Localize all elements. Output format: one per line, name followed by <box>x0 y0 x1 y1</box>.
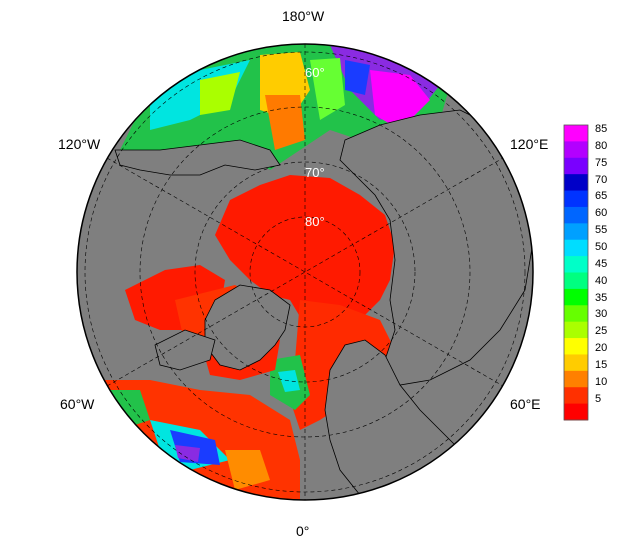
lon-label-upper-left: 120°W <box>58 136 101 152</box>
colorbar-tick-label: 20 <box>595 342 608 355</box>
colorbar-swatch <box>564 338 588 355</box>
colorbar-tick-label: 80 <box>595 139 608 152</box>
lon-label-lower-left: 60°W <box>60 396 95 412</box>
colorbar-swatch <box>564 141 588 159</box>
colorbar-tick-label: 25 <box>595 325 608 338</box>
colorbar-frame <box>563 124 589 421</box>
colorbar-swatch <box>564 370 588 388</box>
lat-label-80: 80° <box>305 214 325 229</box>
colorbar-swatch <box>564 174 588 192</box>
colorbar-tick-label: 50 <box>595 241 608 253</box>
colorbar-swatch <box>564 190 588 208</box>
colorbar-swatch <box>564 239 588 257</box>
colorbar-swatch <box>564 305 588 323</box>
lat-label-70: 70° <box>305 165 325 180</box>
colorbar-tick-label: 15 <box>595 359 608 371</box>
meridian-lines <box>106 44 504 500</box>
colorbar-swatch <box>564 321 588 339</box>
colorbar-tick-label: 55 <box>595 224 608 237</box>
lon-label-top: 180°W <box>282 8 325 24</box>
lat-label-60: 60° <box>305 65 325 80</box>
lon-label-bottom: 0° <box>296 523 310 539</box>
colorbar-tick-label: 85 <box>595 123 608 135</box>
colorbar-tick-label: 5 <box>595 392 602 405</box>
colorbar-tick-label: 60 <box>595 207 608 220</box>
colorbar <box>564 125 588 421</box>
colorbar-swatch <box>564 387 588 405</box>
colorbar-swatch <box>564 403 588 421</box>
colorbar-tick-label: 40 <box>595 274 608 287</box>
colorbar-tick-label: 35 <box>595 291 608 304</box>
colorbar-tick-label: 65 <box>595 190 608 203</box>
colorbar-swatch <box>564 288 588 306</box>
colorbar-swatch <box>564 223 588 241</box>
lon-label-upper-right: 120°E <box>510 136 549 152</box>
colorbar-tick-label: 45 <box>595 257 608 270</box>
colorbar-swatch <box>564 157 588 175</box>
colorbar-swatch <box>564 125 588 142</box>
colorbar-tick-label: 75 <box>595 156 608 169</box>
colorbar-tick-label: 10 <box>595 375 608 388</box>
map-border <box>76 43 534 501</box>
lon-label-lower-right: 60°E <box>510 396 541 412</box>
colorbar-swatch <box>564 256 588 273</box>
colorbar-swatch <box>564 206 588 224</box>
colorbar-tick-label: 30 <box>595 308 608 321</box>
colorbar-swatch <box>564 354 588 372</box>
colorbar-tick-label: 70 <box>595 173 608 186</box>
colorbar-swatch <box>564 272 588 290</box>
